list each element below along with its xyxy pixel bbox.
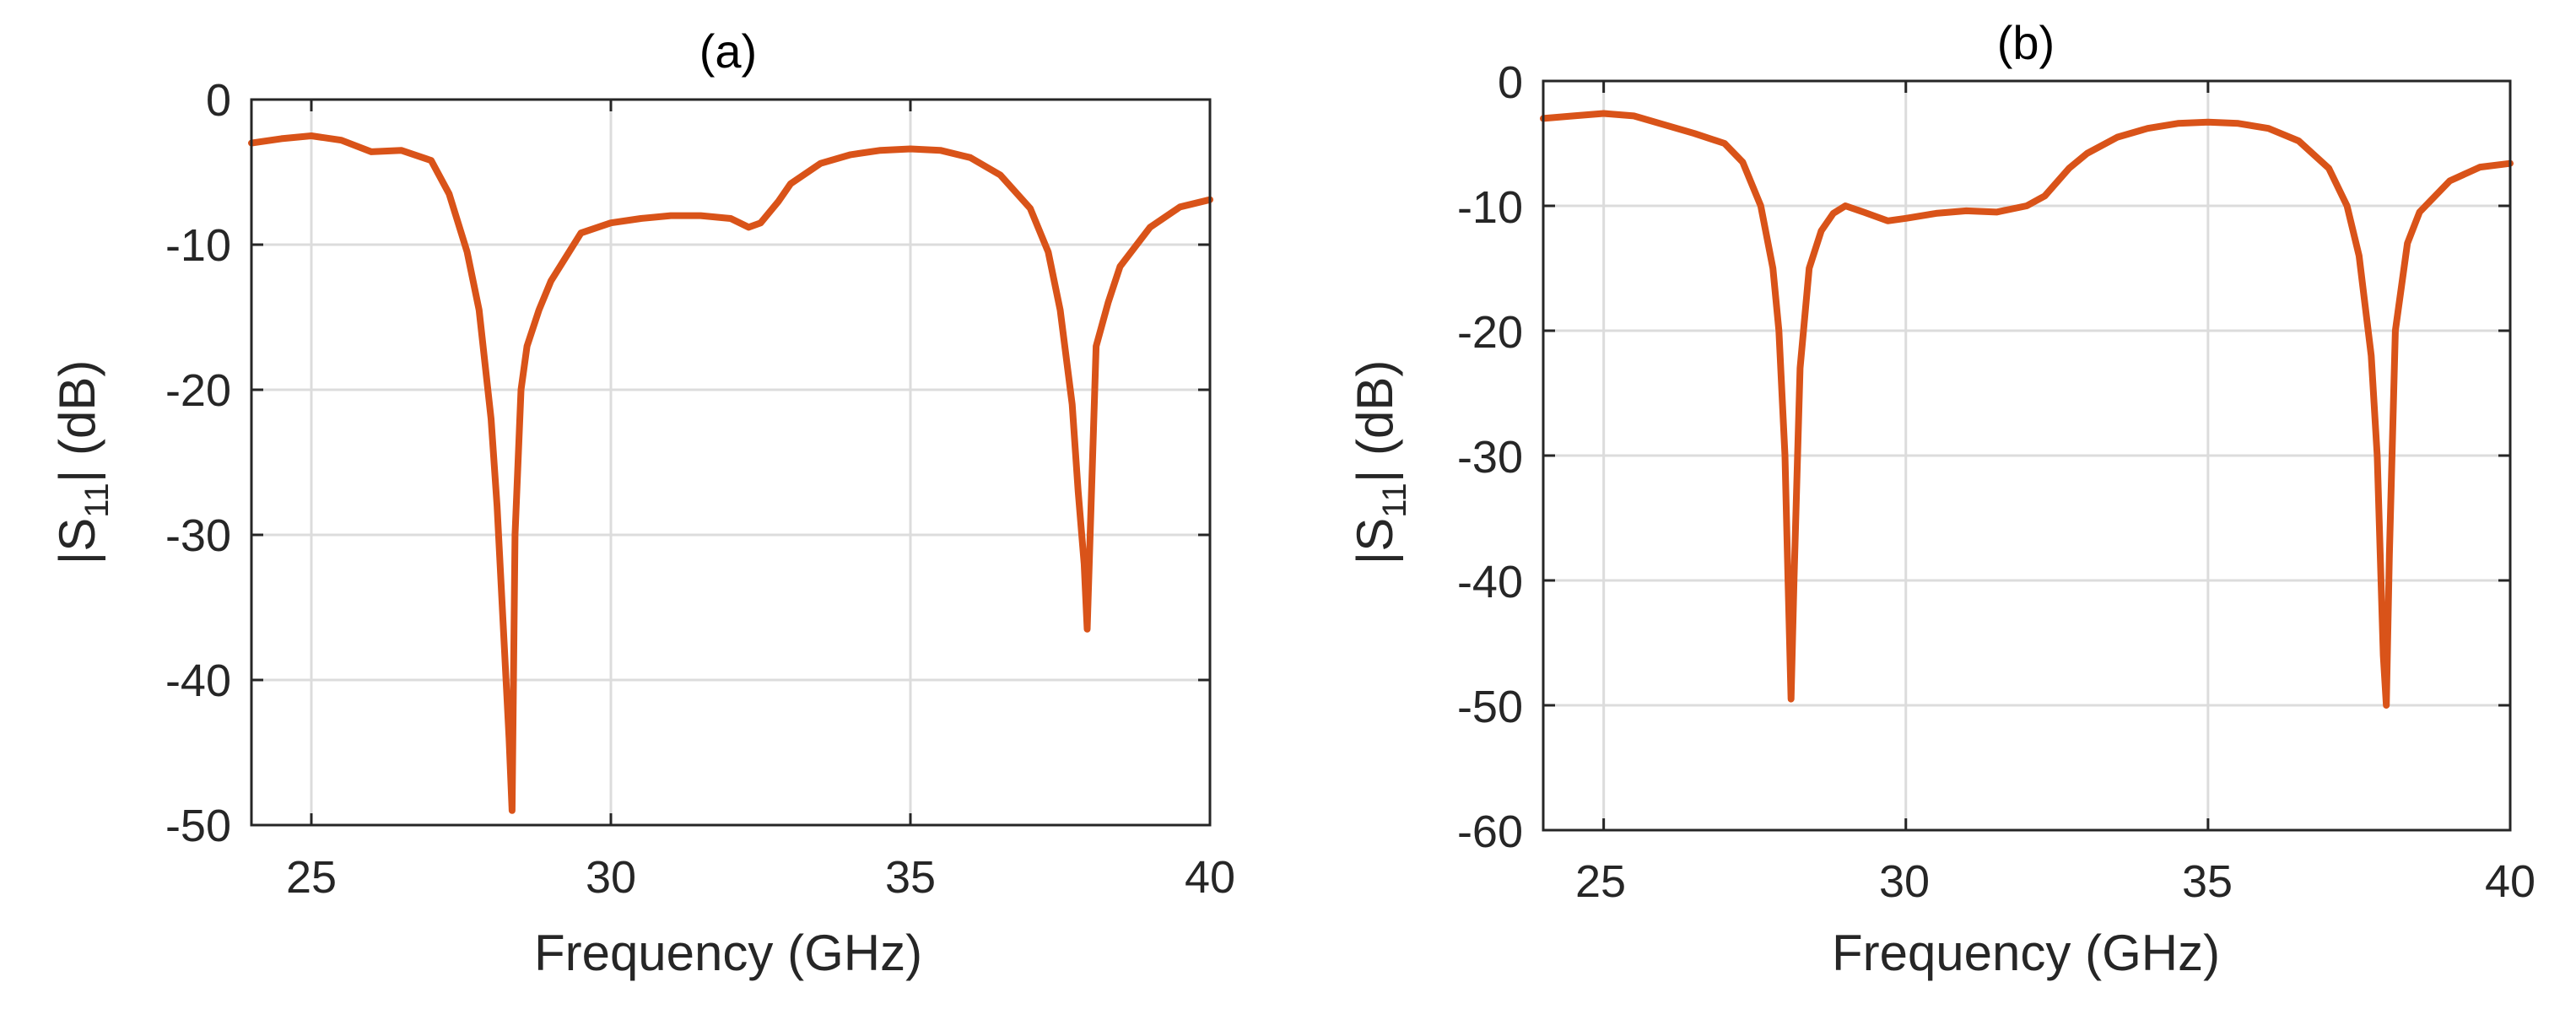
gridlines-b	[1543, 79, 2512, 832]
y-axis-label-a: |S11| (dB)	[49, 360, 116, 565]
plot-frame-a	[250, 98, 1212, 827]
y-tick-label-b-m20: -20	[1457, 307, 1523, 358]
y-axis-label-b-sub: 11	[1376, 483, 1413, 518]
x-tick-label-a-30: 30	[586, 852, 636, 903]
y-tick-label-b-m60: -60	[1457, 807, 1523, 857]
y-axis-label-b-suffix: | (dB)	[1347, 360, 1403, 483]
y-axis-label-b: |S11| (dB)	[1347, 360, 1413, 565]
y-tick-label-a-m50: -50	[165, 801, 231, 851]
y-tick-label-a-m40: -40	[165, 656, 231, 706]
gridlines-a	[251, 98, 1212, 827]
y-axis-label-a-sub: 11	[78, 483, 116, 518]
tick-marks-a	[251, 98, 1212, 827]
y-tick-label-b-m10: -10	[1457, 182, 1523, 233]
y-axis-label-a-prefix: |S	[49, 518, 105, 565]
chart-panel-a: (a) 25 30 35 40 0 -10 -20 -30 -40 -50 Fr…	[49, 24, 1235, 981]
y-tick-label-b-0: 0	[1498, 57, 1523, 108]
y-tick-label-b-m50: -50	[1457, 682, 1523, 732]
x-tick-label-a-35: 35	[885, 852, 936, 903]
chart-title-a: (a)	[699, 24, 757, 78]
y-tick-label-a-0: 0	[206, 75, 231, 126]
y-tick-label-a-m20: -20	[165, 365, 231, 416]
series-line-a	[248, 132, 1213, 814]
x-tick-label-a-25: 25	[286, 852, 337, 903]
x-tick-label-b-25: 25	[1575, 856, 1626, 907]
tick-marks-b	[1543, 79, 2512, 832]
x-tick-label-b-30: 30	[1879, 856, 1930, 907]
y-axis-label-a-suffix: | (dB)	[49, 360, 105, 483]
x-axis-label-a: Frequency (GHz)	[534, 925, 922, 981]
y-tick-label-b-m30: -30	[1457, 432, 1523, 483]
x-tick-label-b-35: 35	[2182, 856, 2233, 907]
chart-title-b: (b)	[1997, 16, 2055, 69]
y-tick-label-a-m30: -30	[165, 510, 231, 561]
y-tick-label-b-m40: -40	[1457, 557, 1523, 607]
x-axis-label-b: Frequency (GHz)	[1832, 925, 2220, 981]
series-line-b	[1540, 110, 2514, 709]
x-tick-label-b-40: 40	[2485, 856, 2535, 907]
x-tick-label-a-40: 40	[1185, 852, 1235, 903]
y-axis-label-b-prefix: |S	[1347, 518, 1403, 565]
y-tick-label-a-m10: -10	[165, 220, 231, 271]
chart-panel-b: (b) 25 30 35 40 0 -10 -20 -30 -40 -50 -6…	[1347, 16, 2535, 981]
